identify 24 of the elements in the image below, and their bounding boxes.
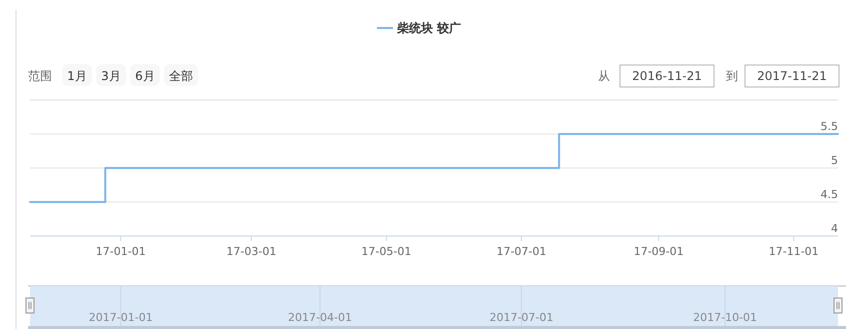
x-tick-label: 17-07-01 <box>496 245 546 258</box>
x2-tick-label: 2017-07-01 <box>489 311 554 324</box>
x-tick-label: 17-11-01 <box>768 245 819 258</box>
x2-tick-label: 2017-10-01 <box>693 311 758 324</box>
y-tick-label: 4.5 <box>820 188 838 201</box>
x-tick-label: 17-09-01 <box>634 245 684 258</box>
text: 2017-11-21 <box>757 69 827 83</box>
y-tick-label: 4 <box>831 222 838 235</box>
text: 6月 <box>135 69 155 83</box>
x-tick-label: 17-01-01 <box>96 245 146 258</box>
x-tick-label: 17-05-01 <box>361 245 412 258</box>
y-tick-label: 5 <box>831 154 838 167</box>
x2-tick-label: 2017-04-01 <box>288 311 352 324</box>
text: 1月 <box>67 69 87 83</box>
text: 到 <box>726 69 738 83</box>
text: 从 <box>598 69 610 83</box>
x2-tick-label: 2017-01-01 <box>88 311 153 324</box>
text: 2016-11-21 <box>632 69 702 83</box>
legend-label: 柴统块 较广 <box>396 21 462 35</box>
text: 3月 <box>101 69 121 83</box>
text: 全部 <box>169 69 193 83</box>
x-tick-label: 17-03-01 <box>226 245 276 258</box>
y-tick-label: 5.5 <box>820 120 838 133</box>
text: 范围 <box>28 69 52 83</box>
